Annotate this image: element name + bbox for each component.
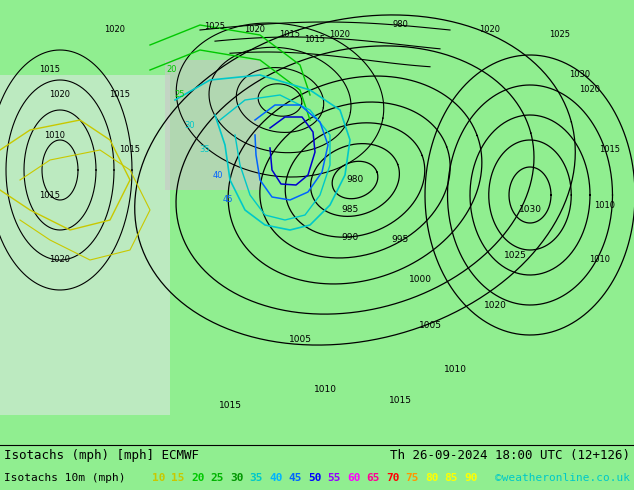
- Text: 75: 75: [406, 473, 419, 483]
- Text: 1020: 1020: [479, 25, 500, 34]
- Text: 70: 70: [386, 473, 399, 483]
- Text: 40: 40: [213, 171, 223, 179]
- Text: 1000: 1000: [408, 275, 432, 285]
- Text: 1010: 1010: [313, 386, 337, 394]
- Text: 1015: 1015: [600, 146, 621, 154]
- Text: 40: 40: [269, 473, 283, 483]
- Text: Th 26-09-2024 18:00 UTC (12+126): Th 26-09-2024 18:00 UTC (12+126): [390, 448, 630, 462]
- Text: 1025: 1025: [503, 250, 526, 260]
- Text: 85: 85: [444, 473, 458, 483]
- Text: 985: 985: [341, 205, 359, 215]
- Text: 35: 35: [200, 146, 210, 154]
- Text: 10: 10: [152, 473, 165, 483]
- Bar: [165, 60, 260, 190]
- Text: ©weatheronline.co.uk: ©weatheronline.co.uk: [495, 473, 630, 483]
- Text: 25: 25: [175, 91, 185, 99]
- Text: 1010: 1010: [444, 366, 467, 374]
- Text: 25: 25: [210, 473, 224, 483]
- Text: 20: 20: [167, 66, 178, 74]
- Text: 50: 50: [308, 473, 321, 483]
- Text: 1020: 1020: [330, 30, 351, 40]
- Text: 1025: 1025: [550, 30, 571, 40]
- Text: 1020: 1020: [49, 255, 70, 265]
- Text: 15: 15: [172, 473, 185, 483]
- Text: 1005: 1005: [288, 336, 311, 344]
- Text: 1015: 1015: [119, 146, 141, 154]
- Text: 55: 55: [328, 473, 341, 483]
- Text: 980: 980: [392, 21, 408, 29]
- Text: 1020: 1020: [484, 300, 507, 310]
- Text: 90: 90: [464, 473, 477, 483]
- Text: 1015: 1015: [110, 91, 131, 99]
- Text: 1020: 1020: [245, 25, 266, 34]
- Text: 1015: 1015: [39, 191, 60, 199]
- Text: 1025: 1025: [205, 23, 226, 31]
- Text: 990: 990: [341, 234, 359, 243]
- Text: 1010: 1010: [590, 255, 611, 265]
- Text: 1030: 1030: [519, 205, 541, 215]
- Text: 80: 80: [425, 473, 439, 483]
- Text: 30: 30: [230, 473, 243, 483]
- Text: 1015: 1015: [304, 35, 325, 45]
- Text: 20: 20: [191, 473, 205, 483]
- Bar: [0, 75, 170, 415]
- Text: 1010: 1010: [595, 200, 616, 210]
- Text: 60: 60: [347, 473, 361, 483]
- Text: 1030: 1030: [569, 71, 590, 79]
- Text: 1015: 1015: [389, 395, 411, 405]
- Text: 1020: 1020: [579, 85, 600, 95]
- Text: 1020: 1020: [49, 91, 70, 99]
- Text: Isotachs (mph) [mph] ECMWF: Isotachs (mph) [mph] ECMWF: [4, 448, 199, 462]
- Text: 995: 995: [391, 236, 409, 245]
- Text: 1015: 1015: [39, 66, 60, 74]
- Text: 1010: 1010: [44, 130, 65, 140]
- Text: 35: 35: [250, 473, 263, 483]
- Text: 1015: 1015: [280, 30, 301, 40]
- Text: 65: 65: [366, 473, 380, 483]
- Text: 45: 45: [288, 473, 302, 483]
- Text: 1005: 1005: [418, 320, 441, 329]
- Text: 30: 30: [184, 121, 195, 129]
- Text: Isotachs 10m (mph): Isotachs 10m (mph): [4, 473, 126, 483]
- Text: 980: 980: [346, 175, 364, 185]
- Text: 45: 45: [223, 196, 233, 204]
- Text: 1015: 1015: [219, 400, 242, 410]
- Text: 1020: 1020: [105, 25, 126, 34]
